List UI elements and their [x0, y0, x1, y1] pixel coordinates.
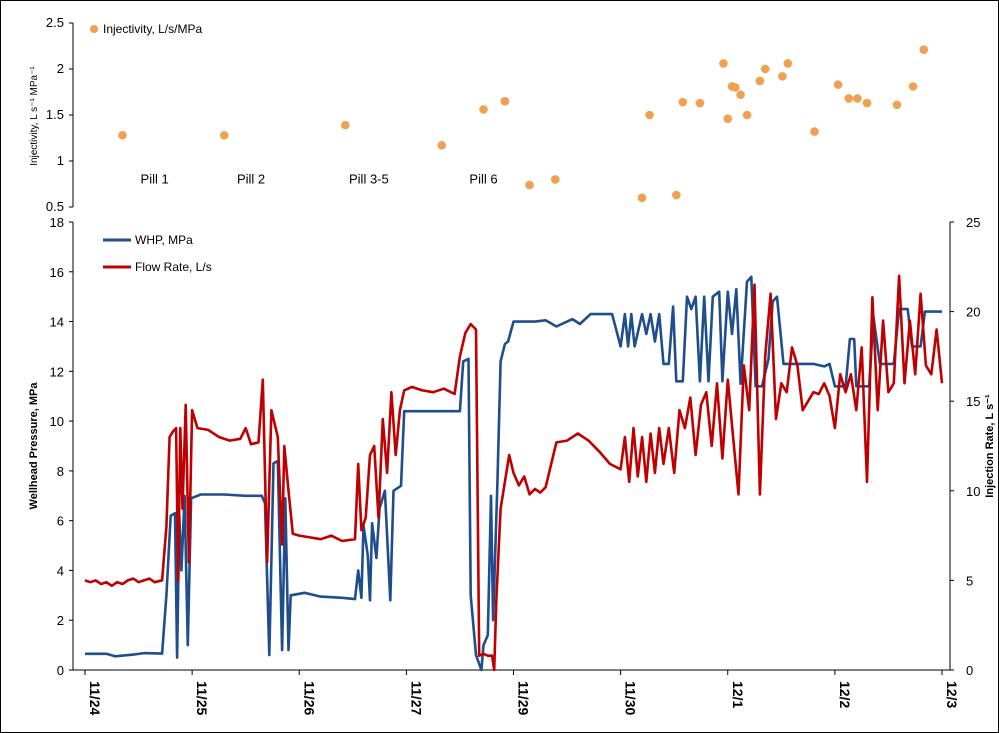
- injectivity-point: [719, 59, 728, 68]
- injectivity-point: [908, 82, 918, 91]
- injectivity-point: [755, 76, 765, 86]
- pressure-y-tick-label: 2: [57, 613, 64, 628]
- injectivity-point: [723, 114, 733, 123]
- injectivity-y-tick-label: 2: [57, 61, 64, 76]
- time-x-tick-label: 11/25: [194, 681, 210, 715]
- time-x-ticks: 11/24 11/25 11/26 11/27 11/29 11/30 12/1 12/2 12…: [84, 670, 960, 715]
- injectivity-point: [525, 180, 534, 190]
- pressure-y-tick-label: 6: [57, 514, 64, 529]
- lines-legend: WHP, MPa Flow Rate, L/s: [103, 233, 212, 274]
- injectivity-point: [550, 175, 560, 184]
- injectivity-point: [118, 130, 127, 140]
- injectivity-point: [645, 110, 654, 120]
- injectivity-legend-label: Injectivity, L/s/MPa: [103, 22, 202, 36]
- injectivity-point: [678, 97, 688, 107]
- pressure-y-tick-label: 4: [57, 563, 64, 578]
- injectivity-point: [853, 94, 862, 103]
- pill-annotation: Pill 6: [469, 171, 497, 186]
- pill-annotation: Pill 2: [237, 171, 265, 186]
- pressure-y-tick-label: 14: [50, 315, 64, 330]
- rate-y-axis-label: Injection Rate, L s⁻¹: [984, 394, 996, 498]
- injectivity-point: [479, 105, 488, 114]
- injectivity-point: [736, 90, 745, 100]
- injectivity-y-ticks: 0.5 1 1.5 2 2.5: [46, 15, 73, 214]
- injectivity-point: [341, 120, 350, 130]
- time-x-tick-label: 12/3: [944, 681, 960, 708]
- pressure-y-tick-label: 12: [50, 364, 64, 379]
- time-x-tick-label: 11/29: [516, 681, 532, 715]
- injectivity-point: [672, 190, 681, 200]
- pressure-y-tick-label: 10: [50, 414, 64, 429]
- injectivity-point: [500, 96, 510, 106]
- injectivity-point: [783, 59, 793, 68]
- injectivity-point: [695, 98, 705, 108]
- injectivity-point: [437, 141, 447, 150]
- injectivity-points: [118, 45, 929, 203]
- injectivity-point: [844, 94, 854, 103]
- injectivity-y-tick-label: 1.5: [46, 107, 64, 122]
- pressure-y-tick-label: 0: [57, 663, 64, 678]
- injectivity-point: [730, 83, 740, 92]
- rate-y-ticks: 0 5 10 15 20 25: [950, 215, 980, 678]
- injectivity-y-tick-label: 1: [57, 153, 64, 168]
- whp-series-line: [85, 275, 942, 672]
- rate-y-tick-label: 15: [966, 394, 980, 409]
- pill-annotations: Pill 1 Pill 2 Pill 3-5 Pill 6: [141, 171, 498, 186]
- rate-y-tick-label: 0: [966, 663, 973, 678]
- time-x-tick-label: 12/1: [730, 681, 746, 708]
- injectivity-y-tick-label: 2.5: [46, 15, 64, 30]
- pressure-y-ticks: 0 2 4 6 8 10 12 14 16 18: [50, 215, 73, 678]
- time-series-lines: [84, 274, 944, 672]
- flow-legend-label: Flow Rate, L/s: [135, 260, 212, 274]
- pressure-y-axis-label: Wellhead Pressure, MPa: [28, 382, 40, 510]
- time-x-tick-label: 11/24: [87, 681, 103, 715]
- injectivity-point: [742, 110, 752, 120]
- injectivity-point: [810, 127, 819, 136]
- injectivity-legend: Injectivity, L/s/MPa: [90, 22, 202, 36]
- injectivity-point: [778, 72, 787, 81]
- injectivity-point: [919, 45, 929, 54]
- time-x-tick-label: 12/2: [837, 681, 853, 708]
- injectivity-y-tick-label: 0.5: [46, 199, 64, 214]
- pill-annotation: Pill 1: [141, 171, 169, 186]
- rate-y-tick-label: 10: [966, 484, 980, 499]
- time-x-tick-label: 11/26: [301, 681, 317, 715]
- time-x-tick-label: 11/27: [408, 681, 424, 715]
- flow-rate-series-line: [84, 274, 944, 672]
- injectivity-point: [892, 100, 902, 110]
- injectivity-y-axis-label: Injectivity, L s⁻¹ MPa⁻¹: [29, 66, 40, 166]
- injectivity-point: [637, 193, 647, 203]
- rate-y-tick-label: 5: [966, 573, 973, 588]
- injectivity-point: [862, 98, 872, 108]
- rate-y-tick-label: 20: [966, 305, 980, 320]
- pressure-y-tick-label: 8: [57, 464, 64, 479]
- injectivity-legend-marker: [90, 25, 98, 33]
- injectivity-point: [219, 130, 229, 140]
- pressure-y-tick-label: 16: [50, 265, 64, 280]
- pill-annotation: Pill 3-5: [349, 171, 389, 186]
- pressure-y-tick-label: 18: [50, 215, 64, 230]
- injectivity-point: [760, 64, 770, 74]
- injectivity-point: [833, 80, 843, 89]
- rate-y-tick-label: 25: [966, 215, 980, 230]
- whp-legend-label: WHP, MPa: [135, 233, 193, 247]
- time-x-tick-label: 11/30: [623, 681, 639, 715]
